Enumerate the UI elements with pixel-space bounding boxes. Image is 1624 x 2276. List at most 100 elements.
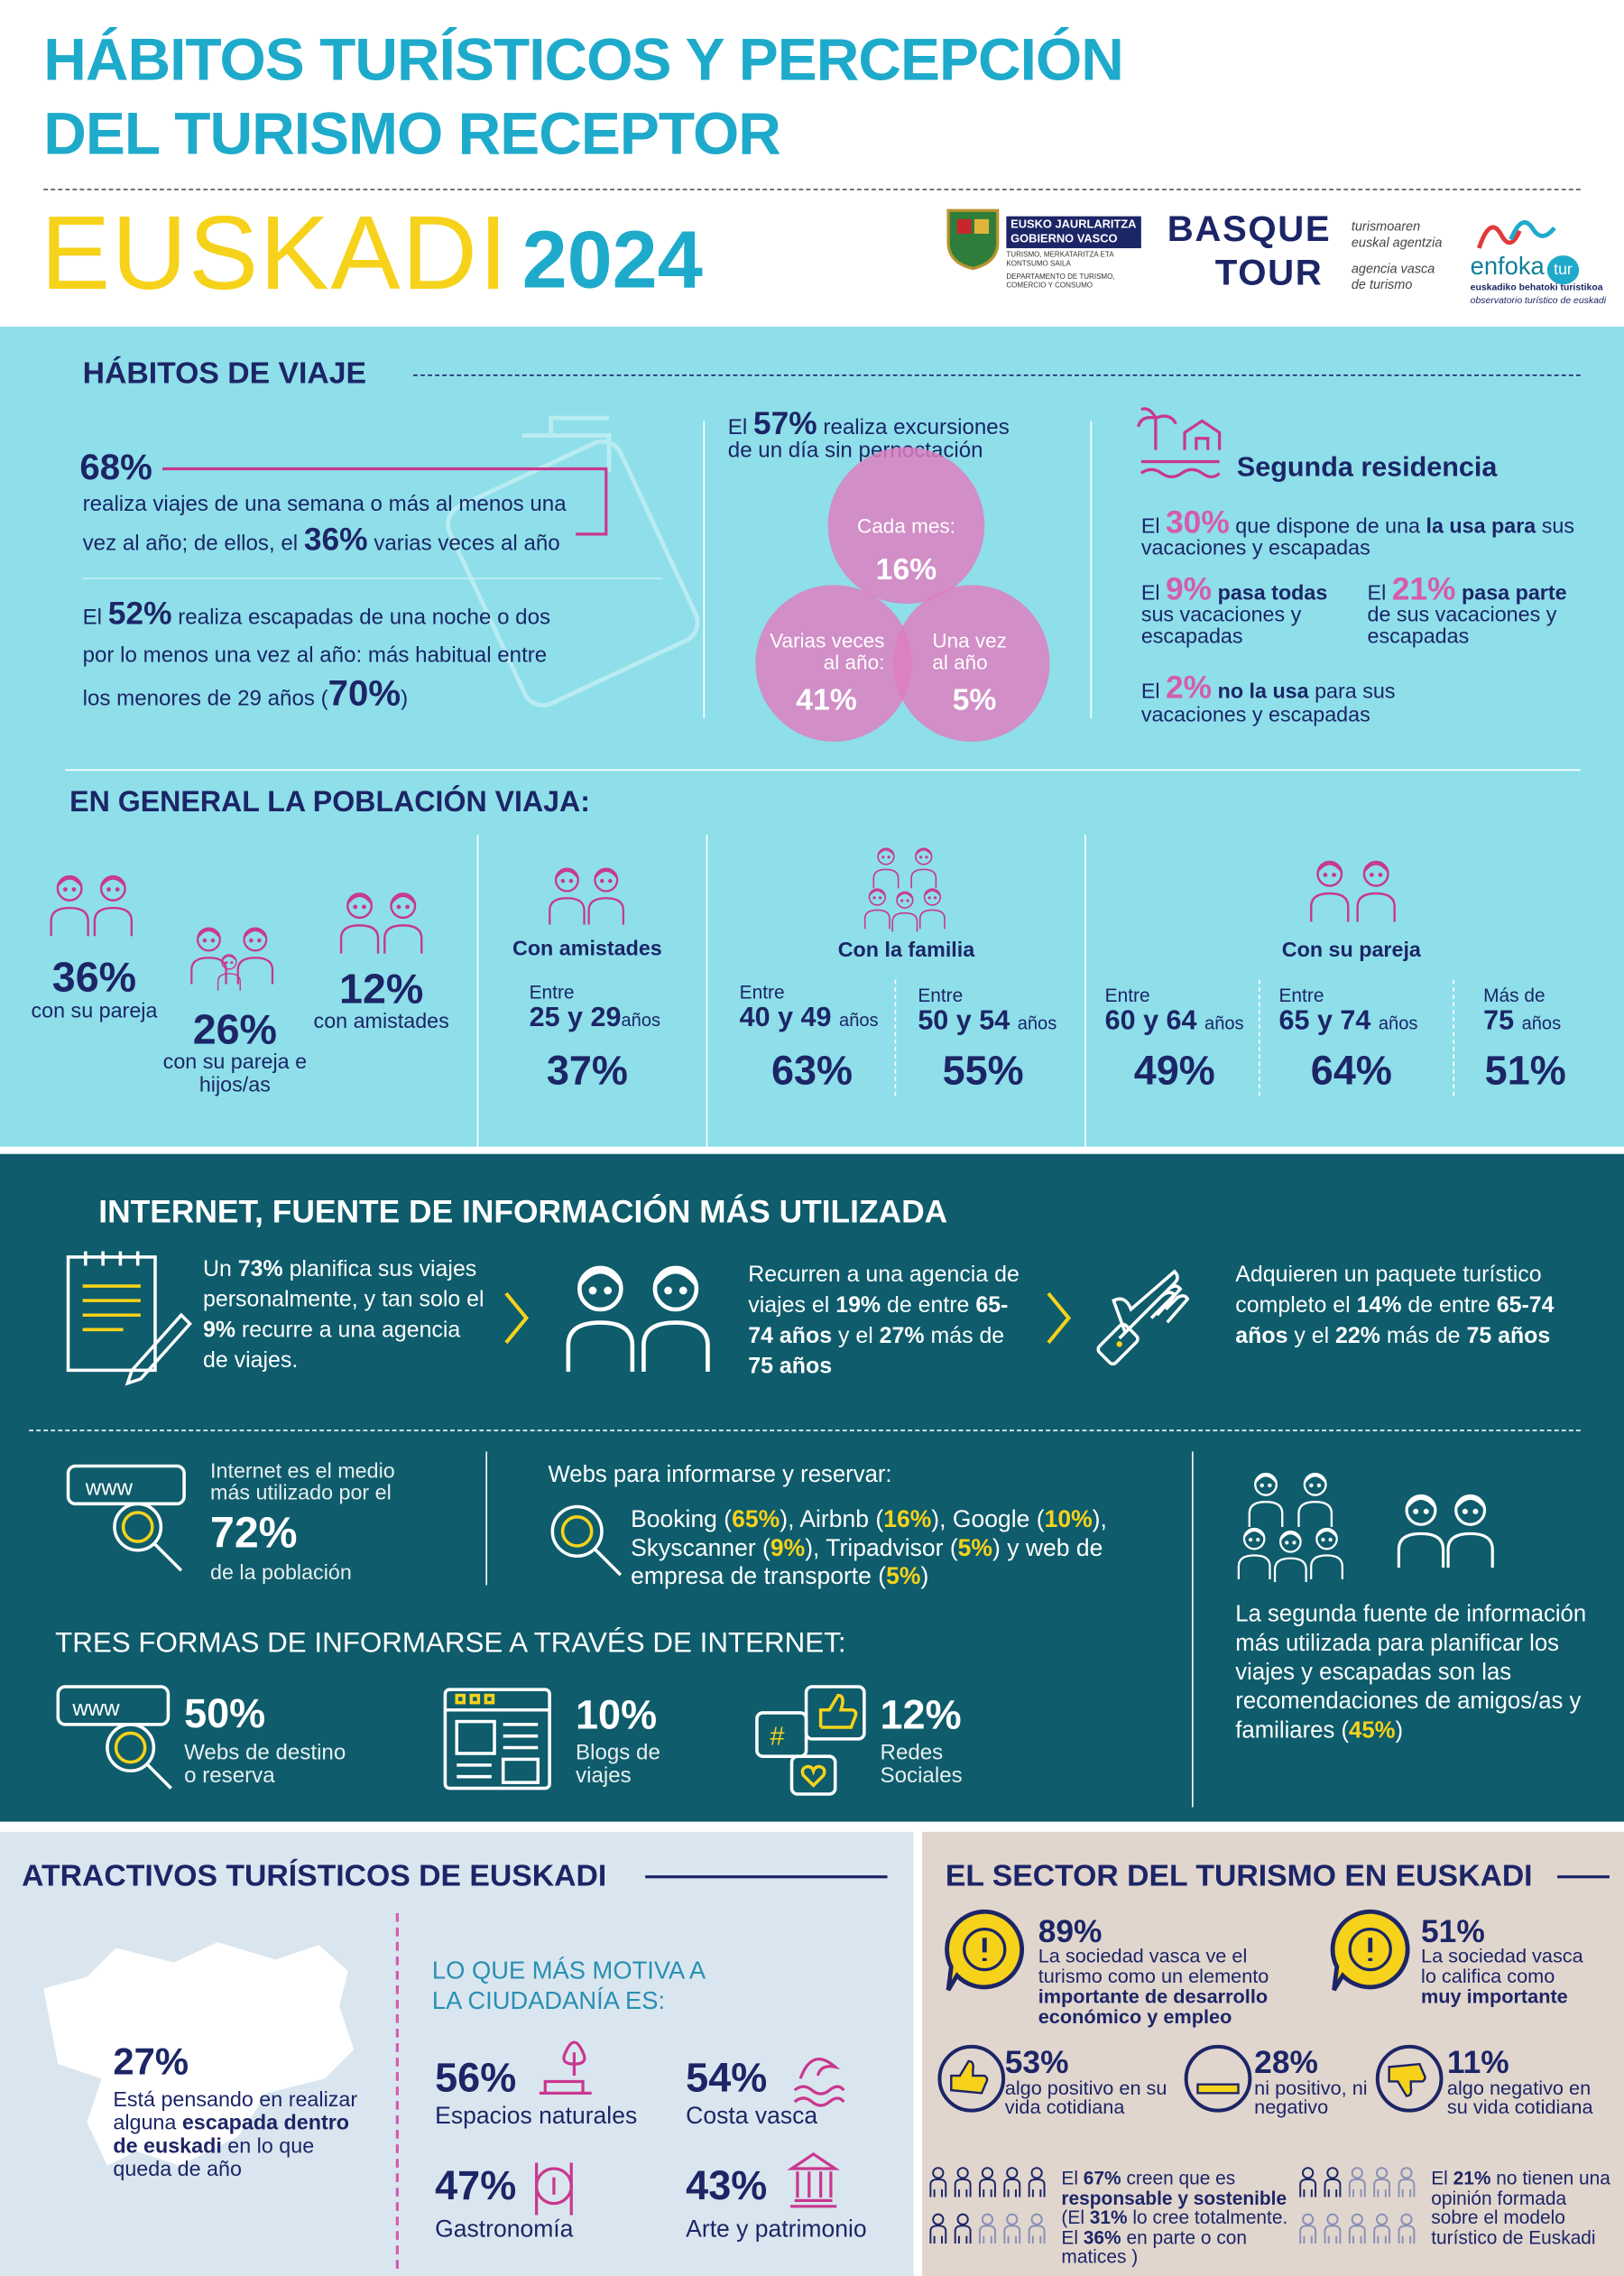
items-value-text: 43% — [686, 2162, 768, 2208]
sector-p2-text: El — [1431, 2167, 1453, 2189]
internet-p3-text: 65-74 años — [1235, 1293, 1555, 1349]
svg-text:www: www — [85, 1476, 134, 1501]
summary-label-text: con su pareja e hijos/as — [162, 1050, 308, 1097]
internet-p3-text: 14% — [1356, 1293, 1402, 1318]
bracket — [161, 467, 608, 536]
ages-unit-text: años — [1521, 1013, 1562, 1034]
social-icon: # — [755, 1685, 866, 1796]
ages-value-text: 49% — [1133, 1048, 1215, 1094]
ages-range-text: 40 y 49 — [739, 1003, 832, 1034]
sector-p2-text: no tienen una opinión formada sobre el m… — [1431, 2167, 1610, 2248]
row-label-text: ni positivo, ni negativo — [1254, 2077, 1368, 2118]
divider — [1258, 979, 1260, 1096]
summary-value-text: 36% — [51, 955, 137, 1002]
chevron — [1047, 1291, 1072, 1345]
webs-text-text: 16% — [883, 1506, 932, 1533]
formas-label-text: o reserva — [184, 1763, 275, 1788]
formas-label-text: viajes — [576, 1763, 632, 1788]
divider — [82, 578, 663, 579]
venn-label-text: Varias veces — [770, 628, 885, 652]
formas-label-text: Sociales — [880, 1763, 963, 1788]
webs-text-text: 65% — [732, 1506, 780, 1533]
divider — [1090, 421, 1093, 719]
header-logo-bt-text: TOUR — [1214, 252, 1324, 293]
sector-p1-text: en parte o con matices ) — [1061, 2225, 1248, 2268]
segunda-b-text: El — [1140, 581, 1167, 606]
venn-label-text: al año — [932, 650, 988, 674]
hand-icon — [1096, 1269, 1190, 1366]
header-logo-gv-text: GOBIERNO VASCO — [1010, 232, 1118, 245]
logo-gv: EUSKO JAURLARITZA GOBIERNO VASCO — [1006, 216, 1141, 249]
ages-unit-text: años — [1204, 1013, 1244, 1034]
summary-label-text: con su pareja — [31, 1000, 158, 1023]
summary-label-text: con amistades — [313, 1010, 449, 1034]
internet-p2-text: 27% — [879, 1323, 925, 1349]
ages-top-text: Entre — [739, 981, 785, 1004]
internet-p2-text: Recurren a una agencia de viajes el — [748, 1263, 1020, 1318]
header-logo-enfoka-text: tur — [1546, 255, 1580, 285]
sector-p1-text: 36% — [1083, 2225, 1121, 2248]
header-logo-gv-text: EUSKO JAURLARITZA — [1010, 217, 1137, 231]
ages-range-text: 50 y 54 — [918, 1005, 1010, 1037]
divider — [395, 1912, 399, 2269]
webs-text-text: 5% — [957, 1534, 993, 1561]
s1-text-text: La sociedad vasca ve el turismo como un … — [1038, 1945, 1269, 1987]
internet-p2-text: y el — [832, 1323, 880, 1349]
section-internet — [0, 1153, 1624, 1822]
items-label-text: Espacios naturales — [435, 2103, 638, 2130]
internet-segunda-fuente-text: 45% — [1349, 1718, 1396, 1744]
venn-label-text: Una vez — [932, 628, 1007, 652]
poblacion-title-text: EN GENERAL LA POBLACIÓN VIAJA: — [69, 786, 590, 819]
ages-top-text: Entre — [529, 981, 575, 1004]
segunda-c-text: 21% — [1391, 570, 1456, 607]
internet-p2-text: 75 años — [748, 1354, 833, 1379]
habitos-excursiones-text: 57% — [752, 404, 817, 441]
s2-value-text: 51% — [1420, 1912, 1485, 1950]
title-line1: HÁBITOS TURÍSTICOS Y PERCEPCIÓN — [43, 25, 1124, 93]
formas-label-text: Webs de destino — [184, 1740, 346, 1765]
items-value-text: 54% — [686, 2055, 768, 2101]
map — [43, 1942, 355, 2166]
internet-segunda-fuente-text: La segunda fuente de información más uti… — [1235, 1602, 1587, 1744]
atractivos-motiva-text: LA CIUDADANÍA ES: — [431, 1986, 666, 2015]
sector-p1-text: creen que es — [1121, 2167, 1236, 2189]
ages-range-text: 25 y 29 — [529, 1003, 622, 1034]
items-value-text: 56% — [435, 2055, 517, 2101]
internet-p1-text: planifica sus viajes personalmente, y ta… — [202, 1256, 484, 1313]
habitos-item2-text: ) — [401, 686, 409, 712]
ages-top-text: Más de — [1483, 984, 1546, 1006]
section-sector — [922, 1831, 1624, 2276]
segunda-d-text: no la usa — [1212, 680, 1309, 705]
section-title: HÁBITOS DE VIAJE — [82, 356, 367, 391]
row-label-text: algo negativo en su vida cotidiana — [1446, 2077, 1593, 2118]
divider — [706, 834, 708, 1147]
divider — [43, 189, 1581, 190]
search-icon — [550, 1504, 623, 1577]
segunda-a-text: sus vacaciones y escapadas — [1140, 514, 1575, 560]
habitos-item2-text: 70% — [328, 673, 401, 715]
header-logo-enfoka-text: observatorio turístico de euskadi — [1470, 296, 1607, 307]
summary-value-text: 12% — [339, 967, 424, 1013]
atractivos-text-text: Está pensando en realizar alguna — [113, 2088, 358, 2135]
logo-shield — [946, 208, 1000, 271]
ages-unit-text: años — [839, 1010, 879, 1031]
svg-text:#: # — [770, 1722, 784, 1751]
groups-title-text: Con amistades — [512, 938, 662, 961]
alert-icon — [1330, 1909, 1410, 1992]
atractivos-motiva-text: LO QUE MÁS MOTIVA A — [431, 1957, 706, 1985]
logo-waves — [1476, 220, 1556, 249]
divider — [1453, 979, 1454, 1096]
row-label-text: algo positivo en su vida cotidiana — [1004, 2077, 1167, 2118]
ages-unit-text: años — [1017, 1013, 1057, 1034]
sector-p1-text: (El — [1061, 2206, 1090, 2228]
ages-range-text: 75 — [1483, 1005, 1515, 1037]
ages-top-text: Entre — [1278, 984, 1324, 1006]
internet-p1-text: 9% — [202, 1318, 236, 1343]
items-value-text: 47% — [435, 2162, 517, 2208]
habitos-excursiones-text: El — [727, 415, 753, 440]
internet-formas-title-text: TRES FORMAS DE INFORMARSE A TRAVÉS DE IN… — [55, 1627, 846, 1660]
header-logo-bt-text: BASQUE — [1167, 208, 1332, 250]
habitos-excursiones-text: realiza excursiones de un día sin pernoc… — [727, 415, 1010, 464]
webs-text-text: ), Tripadvisor ( — [805, 1534, 958, 1561]
habitos-item2-text: 52% — [107, 595, 172, 632]
